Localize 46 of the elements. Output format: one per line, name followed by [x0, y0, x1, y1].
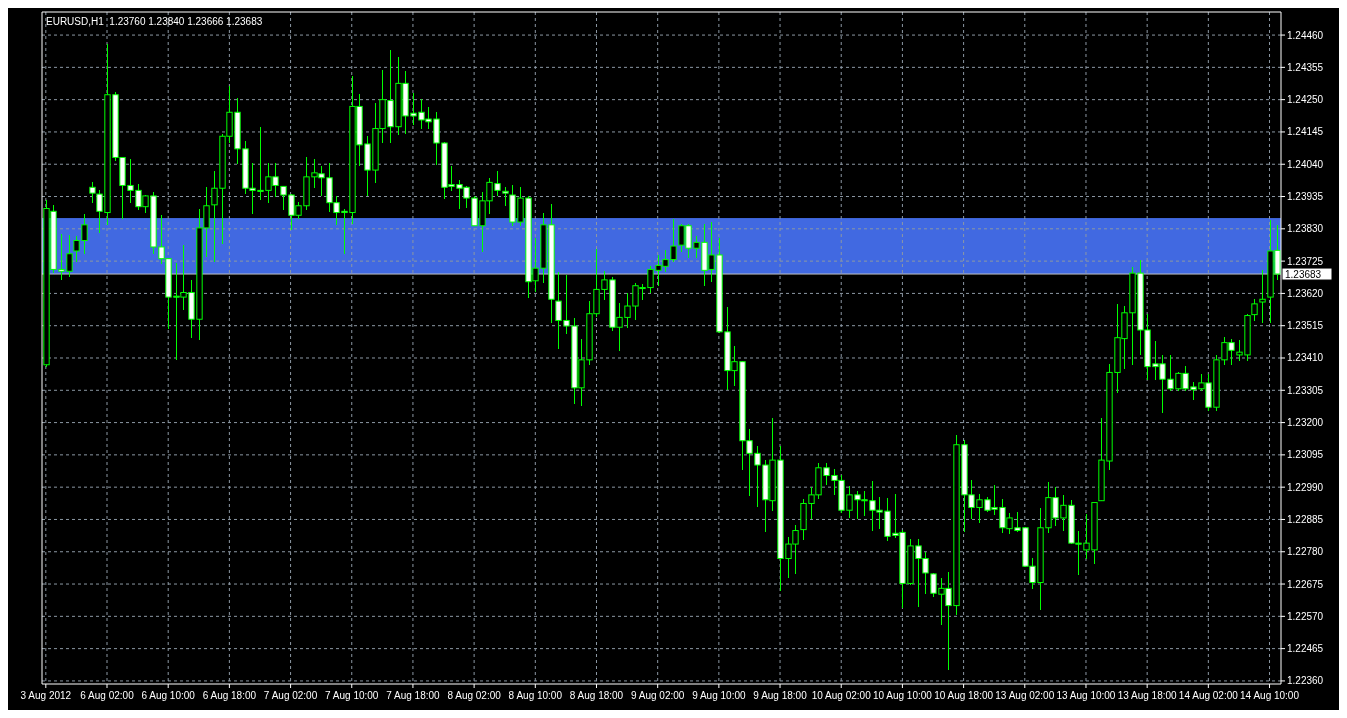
y-tick-label: 1.22360	[1287, 675, 1324, 687]
x-tick-label: 10 Aug 02:00	[811, 690, 872, 701]
candlestick	[1259, 269, 1266, 324]
y-tick-label: 1.22885	[1287, 513, 1324, 525]
y-tick-label: 1.22465	[1287, 643, 1324, 655]
y-tick-label: 1.23410	[1287, 352, 1324, 364]
x-tick-label: 3 Aug 2012	[20, 690, 72, 701]
y-tick-label: 1.22990	[1287, 481, 1324, 493]
y-tick-label: 1.24040	[1287, 158, 1324, 170]
x-tick-label: 7 Aug 18:00	[386, 690, 441, 701]
y-tick-label: 1.23830	[1287, 223, 1324, 235]
x-tick-label: 13 Aug 02:00	[995, 690, 1055, 701]
x-tick-label: 9 Aug 10:00	[692, 690, 746, 701]
y-tick-label: 1.23305	[1287, 384, 1324, 396]
y-tick-label: 1.24250	[1287, 94, 1324, 106]
y-tick-label: 1.23095	[1287, 449, 1324, 461]
x-tick-label: 7 Aug 02:00	[263, 690, 318, 701]
x-tick-label: 14 Aug 02:00	[1178, 690, 1239, 701]
ref-line-label: 1.23683	[1285, 268, 1322, 280]
x-tick-label: 8 Aug 02:00	[447, 690, 502, 701]
y-tick-label: 1.22780	[1287, 546, 1324, 558]
x-tick-label: 14 Aug 10:00	[1240, 690, 1300, 701]
chart-title: EURUSD,H1 1.23760 1.23840 1.23666 1.23683	[46, 16, 263, 27]
x-tick-label: 7 Aug 10:00	[325, 690, 379, 701]
y-tick-label: 1.23725	[1287, 255, 1324, 267]
x-tick-label: 9 Aug 02:00	[630, 690, 685, 701]
x-tick-label: 13 Aug 18:00	[1117, 690, 1178, 701]
x-tick-label: 6 Aug 18:00	[202, 690, 257, 701]
y-tick-label: 1.23935	[1287, 191, 1324, 203]
y-tick-label: 1.22570	[1287, 610, 1324, 622]
x-tick-label: 10 Aug 18:00	[934, 690, 994, 701]
x-tick-label: 10 Aug 10:00	[872, 690, 933, 701]
x-tick-label: 13 Aug 10:00	[1056, 690, 1116, 701]
y-tick-label: 1.23620	[1287, 287, 1324, 299]
x-tick-label: 8 Aug 10:00	[508, 690, 563, 701]
y-tick-label: 1.22675	[1287, 578, 1324, 590]
y-tick-label: 1.23515	[1287, 320, 1324, 332]
y-tick-label: 1.23200	[1287, 417, 1324, 429]
x-tick-label: 9 Aug 18:00	[753, 690, 808, 701]
y-tick-label: 1.24355	[1287, 61, 1324, 73]
candlestick	[1251, 298, 1258, 322]
x-tick-label: 6 Aug 10:00	[141, 690, 196, 701]
x-tick-label: 6 Aug 02:00	[80, 690, 135, 701]
y-tick-label: 1.24460	[1287, 29, 1324, 41]
y-tick-label: 1.24145	[1287, 126, 1324, 138]
x-tick-label: 8 Aug 18:00	[569, 690, 624, 701]
